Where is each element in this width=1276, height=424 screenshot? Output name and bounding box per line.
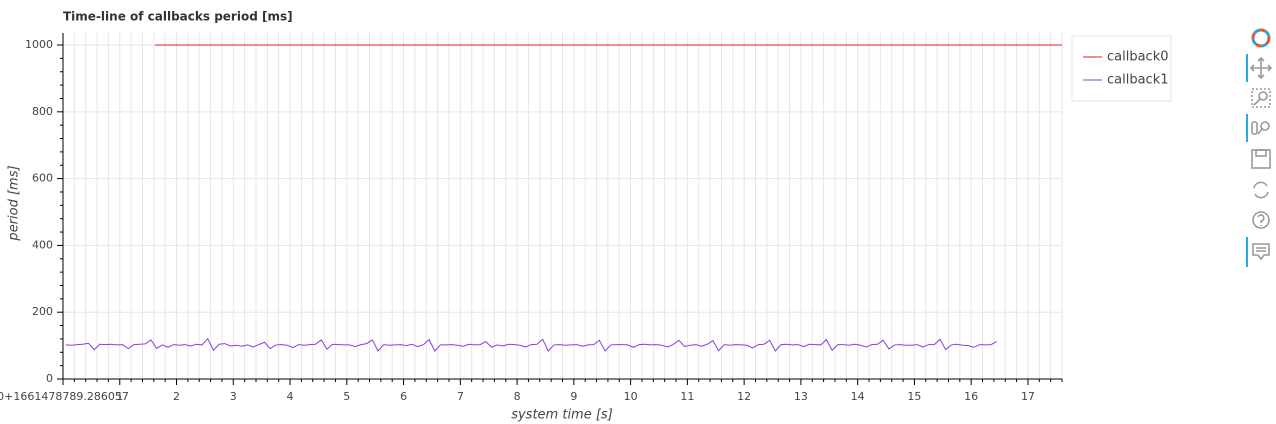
wheel-zoom-tool[interactable]: [1251, 121, 1270, 135]
active-indicator: [1246, 237, 1248, 267]
active-indicator: [1246, 54, 1248, 82]
x-tick-label: 10: [624, 390, 638, 403]
grid: [62, 33, 1063, 380]
save-tool[interactable]: [1251, 149, 1271, 169]
series-line: [65, 337, 997, 352]
y-tick-label: 1000: [25, 38, 53, 51]
x-tick-label: 13: [794, 390, 808, 403]
x-tick-label: 4: [287, 390, 294, 403]
y-tick-label: 0: [46, 372, 53, 385]
x-tick-label: 7: [457, 390, 464, 403]
chart-title: Time-line of callbacks period [ms]: [63, 10, 293, 24]
y-tick-label: 800: [32, 105, 53, 118]
x-tick-label: 17: [1021, 390, 1035, 403]
y-tick-label: 200: [32, 305, 53, 318]
reset-tool[interactable]: [1253, 181, 1269, 199]
x-tick-label: 3: [230, 390, 237, 403]
x-tick-label: 12: [737, 390, 751, 403]
x-tick-label: 5: [343, 390, 350, 403]
toolbar: [1246, 28, 1273, 267]
x-tick-label: 0+1661478789.286057: [0, 390, 129, 403]
x-tick-label: 15: [907, 390, 921, 403]
x-tick-label: 16: [964, 390, 978, 403]
x-tick-label: 8: [514, 390, 521, 403]
box-zoom-tool[interactable]: [1251, 88, 1271, 108]
bokeh-logo[interactable]: [1251, 28, 1271, 48]
x-tick-label: 2: [173, 390, 180, 403]
y-axis-label: period [ms]: [7, 165, 22, 241]
x-tick-label: 14: [851, 390, 865, 403]
x-tick-label: 1: [116, 390, 123, 403]
x-tick-label: 11: [680, 390, 694, 403]
help-tool[interactable]: [1252, 211, 1270, 229]
hover-tool[interactable]: [1252, 243, 1270, 261]
legend: callback0 callback1: [1083, 50, 1169, 88]
plot-area: [65, 44, 1062, 352]
legend-label: callback0: [1107, 50, 1169, 65]
y-tick-label: 600: [32, 172, 53, 185]
pan-tool[interactable]: [1249, 56, 1273, 80]
x-axis-label: system time [s]: [511, 408, 613, 423]
x-tick-label: 9: [570, 390, 577, 403]
legend-box: [1071, 35, 1172, 102]
y-tick-label: 400: [32, 238, 53, 251]
legend-label: callback1: [1107, 73, 1169, 88]
x-tick-label: 6: [400, 390, 407, 403]
active-indicator: [1246, 114, 1248, 142]
